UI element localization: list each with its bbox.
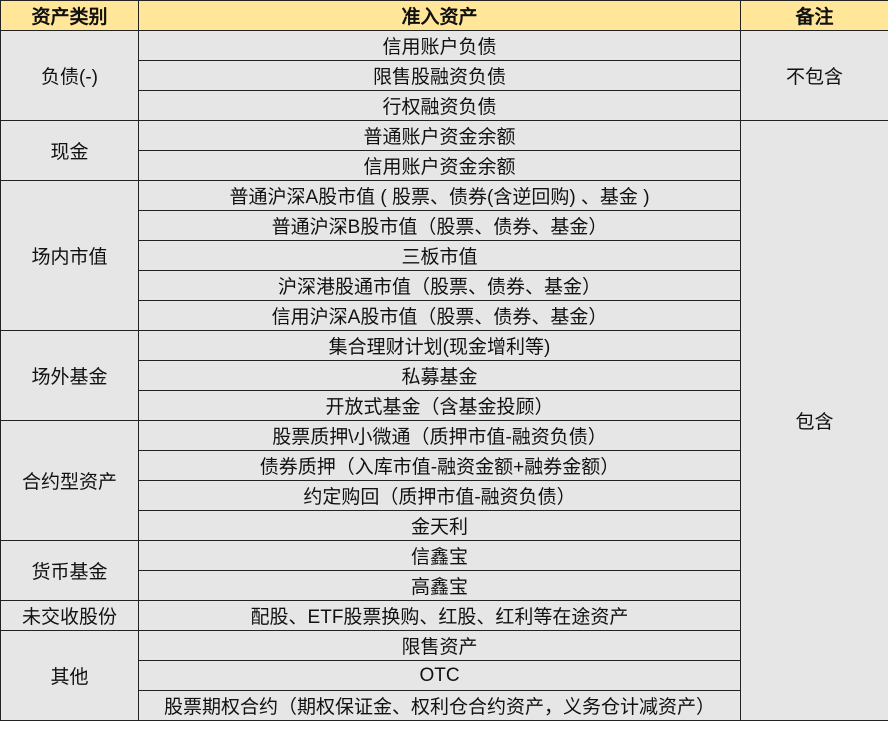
asset-cell: 信用沪深A股市值（股票、债券、基金）: [138, 300, 741, 331]
asset-cell: 开放式基金（含基金投顾）: [138, 390, 741, 421]
asset-cell: 普通账户资金余额: [138, 120, 741, 151]
note-cell: 包含: [740, 120, 888, 721]
category-cell: 场外基金: [0, 330, 139, 421]
asset-cell: 限售资产: [138, 630, 741, 661]
category-cell: 场内市值: [0, 180, 139, 331]
table-row: 场外基金 集合理财计划(现金增利等): [0, 330, 888, 421]
category-cell: 现金: [0, 120, 139, 181]
asset-cell: 约定购回（质押市值-融资负债）: [138, 480, 741, 511]
category-cell: 负债(-): [0, 30, 139, 121]
table-row: 现金 普通账户资金余额 包含: [0, 120, 888, 721]
asset-cell: 普通沪深B股市值（股票、债券、基金）: [138, 210, 741, 241]
asset-cell: 普通沪深A股市值 ( 股票、债券(含逆回购) 、基金 ): [138, 180, 741, 211]
table-row: 三板市值: [1, 240, 888, 271]
table-row: 沪深港股通市值（股票、债券、基金）: [1, 270, 888, 301]
asset-cell: 金天利: [138, 510, 741, 541]
table-row: 限售股融资负债: [1, 60, 888, 91]
table-row: 货币基金 信鑫宝: [0, 540, 888, 601]
header-row: 资产类别 准入资产 备注: [0, 0, 888, 31]
table-row: 债券质押（入库市值-融资金额+融券金额）: [1, 450, 888, 481]
asset-cell: 三板市值: [138, 240, 741, 271]
asset-cell: 信用账户负债: [138, 30, 741, 61]
category-cell: 其他: [0, 630, 139, 721]
table-row: 信用沪深A股市值（股票、债券、基金）: [1, 300, 888, 331]
category-cell: 货币基金: [0, 540, 139, 601]
table-row: 股票期权合约（期权保证金、权利仓合约资产，义务仓计减资产）: [1, 690, 888, 721]
table-row: 普通沪深B股市值（股票、债券、基金）: [1, 210, 888, 241]
table-row: 开放式基金（含基金投顾）: [1, 390, 888, 421]
table-body: 负债(-) 信用账户负债 不包含 限售股融资负债 行权融资负债 现金 普通账户资金余额 包含信…: [0, 30, 888, 721]
asset-cell: OTC: [138, 660, 741, 691]
asset-cell: 行权融资负债: [138, 90, 741, 121]
table-row: 其他 限售资产: [0, 630, 888, 721]
table-row: 负债(-) 信用账户负债 不包含: [0, 30, 888, 121]
asset-cell: 限售股融资负债: [138, 60, 741, 91]
asset-cell: 集合理财计划(现金增利等): [138, 330, 741, 361]
table-row: 场内市值 普通沪深A股市值 ( 股票、债券(含逆回购) 、基金 ): [0, 180, 888, 331]
category-cell: 未交收股份: [0, 600, 139, 631]
table-row: 金天利: [1, 510, 888, 541]
table-row: 未交收股份 配股、ETF股票换购、红股、红利等在途资产: [0, 600, 888, 631]
asset-cell: 信用账户资金余额: [138, 150, 741, 181]
asset-cell: 高鑫宝: [138, 570, 741, 601]
header-assets: 准入资产: [138, 0, 741, 31]
header-category: 资产类别: [0, 0, 139, 31]
asset-cell: 配股、ETF股票换购、红股、红利等在途资产: [138, 600, 741, 631]
note-cell: 不包含: [740, 30, 888, 121]
asset-cell: 股票期权合约（期权保证金、权利仓合约资产，义务仓计减资产）: [138, 690, 741, 721]
table-row: 合约型资产 股票质押\小微通（质押市值-融资负债）: [0, 420, 888, 541]
asset-cell: 股票质押\小微通（质押市值-融资负债）: [138, 420, 741, 451]
asset-cell: 沪深港股通市值（股票、债券、基金）: [138, 270, 741, 301]
table-row: OTC: [1, 660, 888, 691]
table-row: 高鑫宝: [1, 570, 888, 601]
asset-cell: 债券质押（入库市值-融资金额+融券金额）: [138, 450, 741, 481]
asset-cell: 私募基金: [138, 360, 741, 391]
asset-cell: 信鑫宝: [138, 540, 741, 571]
category-cell: 合约型资产: [0, 420, 139, 541]
header-note: 备注: [740, 0, 888, 31]
